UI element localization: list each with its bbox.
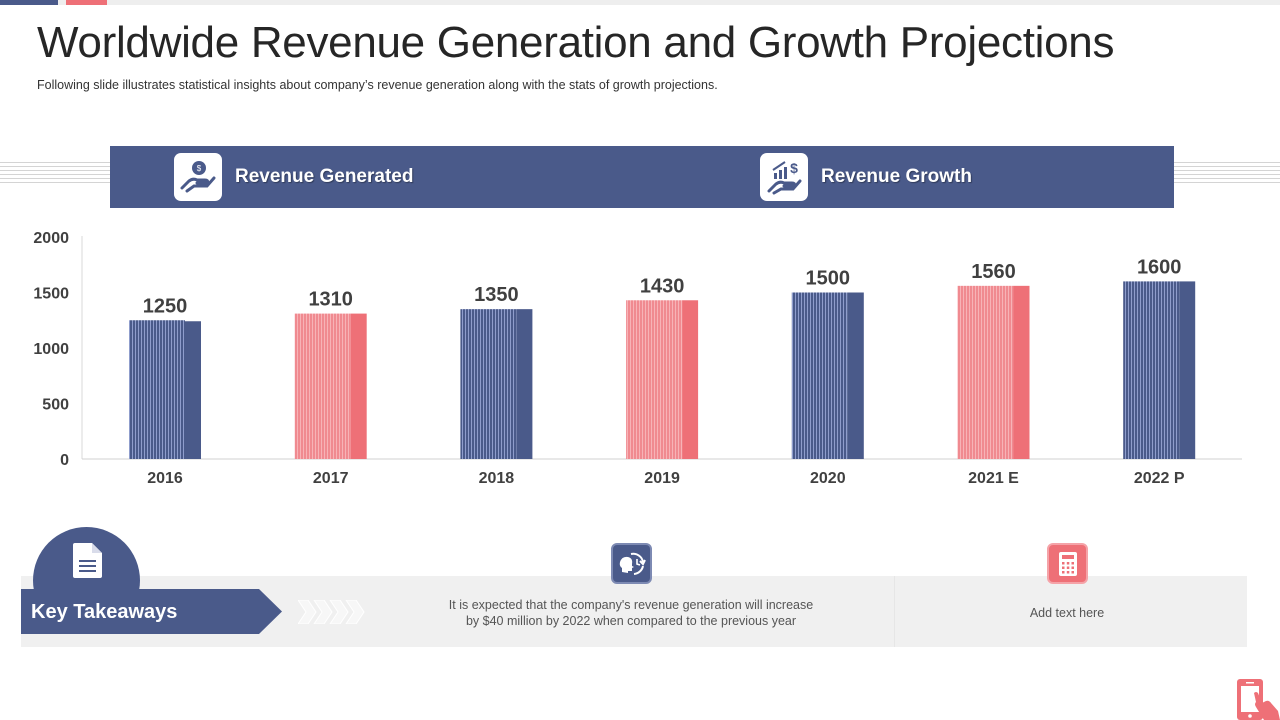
chart-header-band: $ Revenue Generated $ Revenue Growth <box>110 146 1174 208</box>
bar-2020 <box>791 292 864 459</box>
x-tick-label: 2021 E <box>968 470 1019 487</box>
bar-striped-face <box>791 292 848 459</box>
y-tick-label: 1000 <box>33 341 69 358</box>
top-accent-red <box>66 0 107 5</box>
bar-solid-side <box>1179 281 1196 459</box>
takeaway-text-1: It is expected that the company's revenu… <box>400 597 862 629</box>
bar-solid-side <box>847 292 864 459</box>
x-tick-label: 2019 <box>644 470 680 487</box>
takeaways-divider <box>894 576 895 647</box>
chevrons-decoration <box>297 599 368 629</box>
slide-title: Worldwide Revenue Generation and Growth … <box>37 18 1115 67</box>
bar-2018 <box>460 309 533 459</box>
takeaway-text-1-line2: by $40 million by 2022 when compared to … <box>465 614 797 628</box>
bar-solid-side <box>516 309 533 459</box>
header-label-revenue-generated: Revenue Generated <box>235 166 414 187</box>
decorative-lines-right <box>1174 162 1280 184</box>
svg-text:$: $ <box>197 164 202 173</box>
x-tick-label: 2016 <box>147 470 183 487</box>
bar-2021-e <box>957 285 1030 459</box>
top-accent-bar <box>0 0 1280 5</box>
bar-striped-face <box>294 313 351 459</box>
head-cycle-icon <box>611 543 652 584</box>
x-tick-label: 2022 P <box>1134 470 1185 487</box>
bar-striped-face <box>1123 281 1180 459</box>
header-revenue-growth: $ Revenue Growth <box>760 153 972 201</box>
svg-text:$: $ <box>790 160 798 176</box>
takeaway-text-2: Add text here <box>1029 606 1105 620</box>
data-label: 1310 <box>308 289 353 311</box>
hand-coin-icon: $ <box>174 153 222 201</box>
phone-touch-icon <box>1236 677 1280 720</box>
y-tick-label: 2000 <box>33 230 69 247</box>
y-tick-label: 0 <box>60 452 69 469</box>
data-label: 1500 <box>806 268 851 290</box>
calculator-icon <box>1047 543 1088 584</box>
data-label: 1600 <box>1137 256 1182 278</box>
data-label: 1560 <box>971 261 1016 283</box>
slide-subtitle: Following slide illustrates statistical … <box>37 78 718 92</box>
key-takeaways-banner <box>21 589 282 634</box>
key-takeaways-label: Key Takeaways <box>31 601 178 623</box>
bar-2022-p <box>1123 281 1196 459</box>
takeaway-text-1-line1: It is expected that the company's revenu… <box>448 598 814 612</box>
bar-striped-face <box>460 309 517 459</box>
bar-solid-side <box>185 321 201 459</box>
decorative-lines-left <box>0 162 110 184</box>
bar-striped-face <box>626 300 683 459</box>
bar-2019 <box>626 300 699 459</box>
y-tick-label: 500 <box>42 397 69 414</box>
bar-2017 <box>294 313 367 459</box>
bar-solid-side <box>350 313 367 459</box>
top-accent-blue <box>0 0 58 5</box>
bar-2016 <box>129 320 201 459</box>
x-tick-label: 2018 <box>479 470 515 487</box>
document-icon <box>73 543 102 583</box>
data-label: 1250 <box>143 295 188 317</box>
bar-solid-side <box>682 300 699 459</box>
bar-solid-side <box>1013 285 1030 459</box>
data-label: 1430 <box>640 275 685 297</box>
header-label-revenue-growth: Revenue Growth <box>821 166 972 187</box>
x-tick-label: 2017 <box>313 470 349 487</box>
bar-striped-face <box>129 320 185 459</box>
x-tick-label: 2020 <box>810 470 846 487</box>
y-tick-label: 1500 <box>33 286 69 303</box>
header-revenue-generated: $ Revenue Generated <box>174 153 413 201</box>
revenue-bar-chart: 0 500 1000 1500 2000 2016 2017 2018 2019 2020 202… <box>33 230 1242 487</box>
data-label: 1350 <box>474 284 519 306</box>
bar-striped-face <box>957 285 1014 459</box>
hand-growth-chart-icon: $ <box>760 153 808 201</box>
